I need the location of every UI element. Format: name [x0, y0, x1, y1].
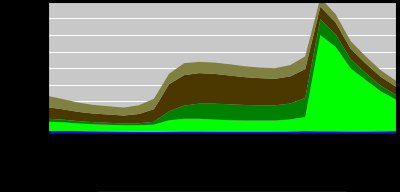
Y-axis label: MWh/t: MWh/t	[9, 52, 18, 85]
